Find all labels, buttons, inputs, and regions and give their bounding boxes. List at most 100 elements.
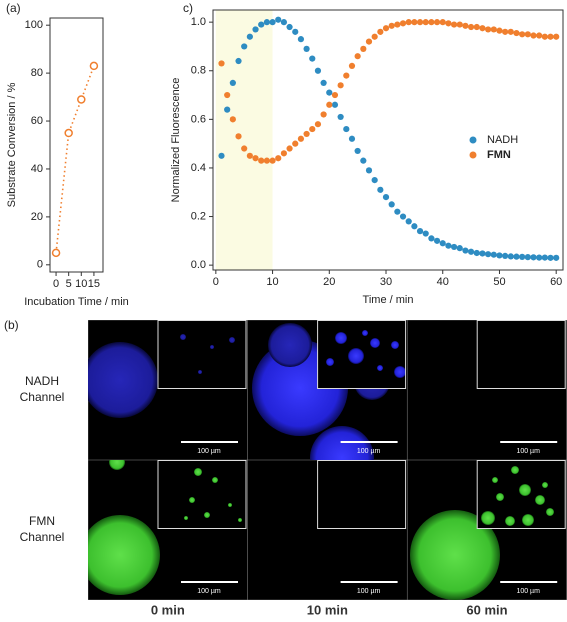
data-point — [331, 91, 339, 99]
legend-label: NADH — [487, 134, 518, 146]
data-point — [450, 243, 458, 251]
data-point — [337, 82, 344, 89]
y-tick-label: 0.0 — [191, 259, 206, 271]
y-axis-label: Substrate Conversion / % — [6, 82, 18, 207]
droplet — [229, 337, 235, 343]
data-point — [371, 176, 378, 184]
scale-bar-label: 100 µm — [516, 448, 540, 455]
droplet — [542, 482, 548, 488]
data-point — [337, 113, 344, 121]
data-point — [399, 20, 407, 27]
data-point — [229, 79, 236, 86]
data-point — [252, 155, 259, 162]
data-point — [360, 157, 367, 164]
data-point — [388, 22, 395, 29]
column-label: 10 min — [307, 602, 348, 617]
data-point — [382, 25, 390, 32]
data-point — [428, 19, 435, 26]
data-point — [354, 53, 361, 60]
data-point — [507, 253, 514, 260]
x-axis-label: Incubation Time / min — [24, 296, 129, 308]
data-point — [275, 155, 282, 162]
droplet — [212, 477, 218, 483]
data-point — [343, 125, 350, 133]
droplet — [492, 477, 498, 483]
y-tick-label: 0.4 — [191, 162, 206, 174]
column-label: 0 min — [151, 602, 185, 617]
data-point — [348, 135, 356, 142]
panel-label: (a) — [6, 1, 21, 15]
droplet — [204, 512, 210, 518]
droplet — [335, 332, 347, 344]
scale-bar-label: 100 µm — [516, 588, 540, 595]
droplet — [522, 514, 534, 526]
data-point — [246, 33, 253, 40]
data-point — [507, 28, 514, 35]
data-point — [388, 201, 395, 208]
data-point — [496, 252, 503, 259]
data-point — [326, 101, 333, 108]
data-point — [241, 43, 248, 50]
scale-bar-label: 100 µm — [357, 448, 381, 455]
data-point — [490, 251, 497, 258]
data-point — [450, 21, 458, 28]
legend-marker — [469, 136, 477, 144]
data-point — [530, 254, 537, 261]
data-point — [64, 128, 73, 138]
y-axis-label: Normalized Fluorescence — [170, 78, 182, 203]
panel-label: (b) — [4, 318, 19, 332]
droplet — [228, 503, 232, 507]
y-tick-label: 0 — [37, 259, 43, 271]
x-tick-label: 60 — [550, 276, 562, 288]
droplet — [238, 518, 242, 522]
data-point — [513, 29, 520, 37]
data-point — [371, 33, 378, 40]
data-point — [547, 254, 554, 261]
data-point — [354, 147, 361, 155]
droplet — [535, 495, 545, 505]
legend-label: FMN — [487, 149, 511, 161]
droplet — [410, 510, 500, 600]
x-tick-label: 40 — [437, 276, 449, 288]
data-point — [377, 28, 384, 35]
x-tick-label: 5 — [66, 278, 72, 290]
data-point — [422, 19, 429, 26]
data-point — [394, 208, 401, 215]
droplet — [88, 342, 158, 418]
data-point — [326, 89, 333, 96]
droplet — [184, 516, 188, 520]
data-point — [502, 252, 509, 260]
x-tick-label: 30 — [380, 276, 392, 288]
data-point — [218, 60, 225, 67]
droplet — [326, 358, 334, 366]
data-point — [405, 19, 412, 26]
data-point — [241, 145, 248, 152]
micrograph — [247, 320, 408, 460]
data-point — [394, 21, 401, 28]
data-point — [320, 79, 327, 86]
droplet — [109, 460, 125, 470]
data-point — [224, 91, 231, 99]
data-point — [297, 36, 305, 43]
droplet — [394, 366, 406, 378]
inset — [326, 330, 406, 378]
data-point — [258, 21, 265, 28]
data-point — [303, 130, 310, 138]
y-tick-label: 100 — [25, 19, 43, 31]
data-point — [229, 116, 236, 123]
data-point — [246, 152, 253, 159]
data-point — [303, 45, 310, 52]
row-label-line: Channel — [20, 390, 65, 404]
data-point — [468, 248, 475, 255]
x-tick-label: 15 — [88, 278, 100, 290]
data-point — [320, 111, 327, 118]
data-point — [292, 140, 299, 147]
micrograph — [407, 460, 567, 600]
data-point — [468, 23, 475, 31]
droplet — [505, 516, 515, 526]
droplet — [88, 515, 160, 595]
data-point — [331, 101, 339, 108]
data-point — [258, 157, 265, 164]
data-point — [309, 125, 316, 133]
data-point — [280, 150, 288, 157]
